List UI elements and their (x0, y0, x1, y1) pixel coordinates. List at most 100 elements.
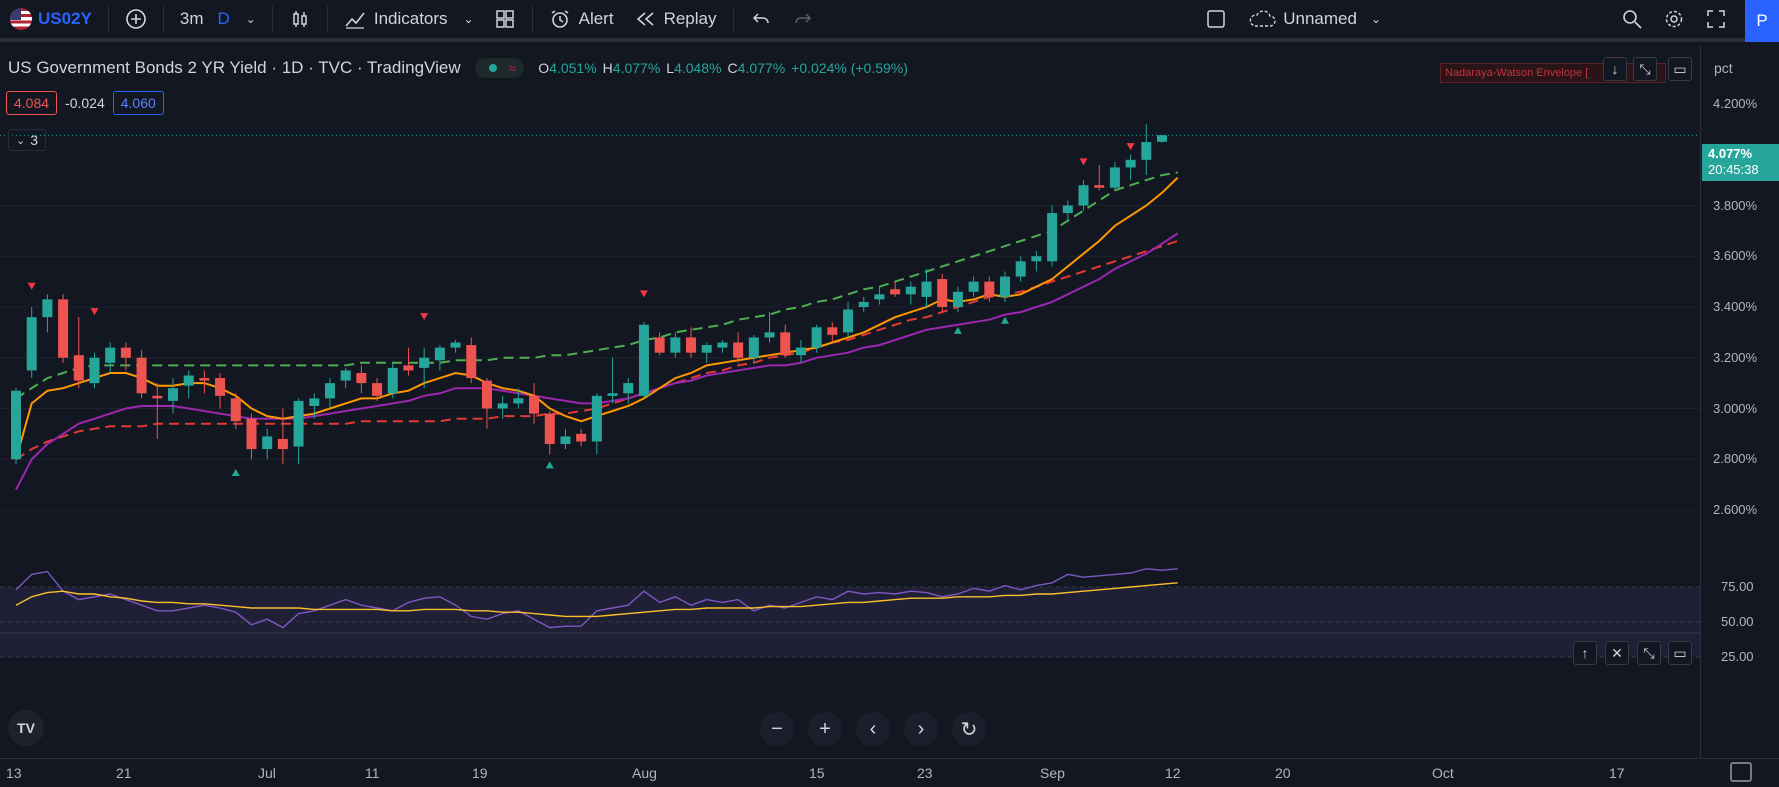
price-tick-label: 4.200% (1713, 96, 1758, 111)
ask-price[interactable]: 4.060 (112, 91, 164, 115)
fullscreen-button[interactable] (1695, 0, 1737, 40)
chart-legend[interactable]: US Government Bonds 2 YR Yield · 1D · TV… (8, 58, 914, 78)
candle-body (42, 299, 53, 318)
rsi-move-up-button[interactable]: ↑ (1573, 641, 1597, 665)
current-price: 4.077% (1708, 146, 1753, 161)
candle-body (827, 327, 838, 335)
candle (262, 428, 273, 460)
indicators-collapse-button[interactable]: ⌄ 3 (8, 129, 46, 151)
candle (434, 345, 445, 371)
divider (271, 6, 273, 32)
rsi-close-button[interactable]: ✕ (1605, 641, 1629, 665)
candle (686, 327, 697, 358)
candle (403, 347, 414, 376)
layout-select-button[interactable] (1195, 0, 1237, 40)
rsi-maximize-button[interactable]: ▭ (1668, 641, 1692, 665)
candle-body (921, 281, 932, 297)
candle (1031, 251, 1042, 272)
candle (419, 347, 430, 389)
redo-button[interactable] (782, 0, 824, 40)
candle-body (215, 378, 226, 396)
top-toolbar: US02Y 3m D ⌄ Indicators ⌄ Alert (0, 0, 1779, 42)
indicators-button[interactable]: Indicators ⌄ (334, 0, 484, 40)
settings-button[interactable] (1653, 0, 1695, 40)
reset-chart-button[interactable]: ↻ (952, 712, 986, 746)
interval-label: 3m (179, 9, 204, 28)
zoom-in-button[interactable]: + (808, 712, 842, 746)
restore-icon: ▭ (1673, 644, 1687, 661)
open-value: 4.051% (549, 60, 597, 76)
divider (326, 6, 328, 32)
publish-button[interactable]: P (1745, 0, 1779, 42)
candle-body (1031, 256, 1042, 262)
candle (481, 378, 492, 429)
candle (576, 428, 587, 447)
buy-signal-marker (1001, 316, 1010, 324)
move-down-button[interactable]: ↓ (1603, 57, 1627, 81)
ohlc-open: O4.051% (538, 60, 596, 76)
symbol-search[interactable]: US02Y (0, 0, 102, 40)
close-key: C (727, 60, 738, 76)
calendar-icon[interactable] (1730, 762, 1752, 782)
rsi-tick-label: 50.00 (1721, 614, 1754, 629)
candle (890, 281, 901, 297)
chart-navigation: − + ‹ › ↻ (760, 712, 986, 746)
cloud-icon (1249, 10, 1276, 27)
price-tick-label: 3.400% (1713, 299, 1758, 314)
candle-body (356, 372, 367, 384)
scroll-left-button[interactable]: ‹ (856, 712, 890, 746)
market-status-pill[interactable]: ≈ (474, 58, 525, 78)
time-tick-label: 11 (365, 765, 380, 781)
zoom-out-button[interactable]: − (760, 712, 794, 746)
interval-selector[interactable]: 3m D ⌄ (170, 0, 266, 40)
alert-button[interactable]: Alert (539, 0, 624, 40)
replay-label: Replay (663, 9, 717, 28)
rewind-icon (636, 12, 654, 26)
chart-type-button[interactable] (279, 0, 321, 40)
bid-price[interactable]: 4.084 (6, 91, 58, 115)
templates-button[interactable] (484, 0, 526, 40)
undo-button[interactable] (740, 0, 782, 40)
candle-body (1125, 159, 1136, 168)
alarm-clock-icon (551, 10, 569, 28)
candle (905, 281, 916, 305)
replay-button[interactable]: Replay (624, 0, 727, 40)
rsi-collapse-button[interactable]: ⤡ (1637, 641, 1661, 665)
candle (1141, 124, 1152, 176)
tradingview-logo[interactable]: TV (8, 710, 44, 746)
candle (136, 350, 147, 399)
price-tick-label: 3.200% (1713, 349, 1758, 365)
candle-body (843, 309, 854, 333)
layout-name-button[interactable]: Unnamed ⌄ (1237, 0, 1391, 40)
search-button[interactable] (1611, 0, 1653, 40)
candle-body (152, 395, 163, 399)
time-tick-label: 21 (116, 765, 132, 781)
candle (858, 296, 869, 313)
candle-body (780, 332, 791, 356)
maximize-pane-button[interactable]: ▭ (1668, 57, 1692, 81)
compare-button[interactable] (115, 0, 157, 40)
candle-body (905, 286, 916, 295)
candle (811, 324, 822, 353)
candle-body (576, 433, 587, 442)
candle-body (372, 383, 383, 396)
scroll-right-button[interactable]: › (904, 712, 938, 746)
candle-body (309, 398, 320, 406)
candle-body (89, 357, 100, 384)
collapse-pane-button[interactable]: ⤡ (1633, 57, 1657, 81)
alert-label: Alert (578, 9, 614, 28)
candle (1109, 162, 1120, 191)
legend-title: US Government Bonds 2 YR Yield · 1D · TV… (8, 58, 461, 77)
sell-signal-marker (90, 308, 99, 316)
candle-body (1141, 142, 1152, 160)
price-tick-label: 3.000% (1713, 400, 1758, 416)
candle (1000, 271, 1011, 302)
chart-canvas[interactable] (0, 46, 1700, 758)
time-axis[interactable]: 13 21 Jul 11 19 Aug 15 23 Sep 12 20 Oct 17 (0, 758, 1779, 787)
time-tick-label: 19 (472, 765, 488, 781)
candle-body (167, 388, 178, 401)
price-axis[interactable]: 4.200% 3.800% 3.600% 3.400% 3.200% 3.000% 2.80… (1700, 46, 1779, 758)
candle-body (764, 332, 775, 338)
divider (732, 6, 734, 32)
